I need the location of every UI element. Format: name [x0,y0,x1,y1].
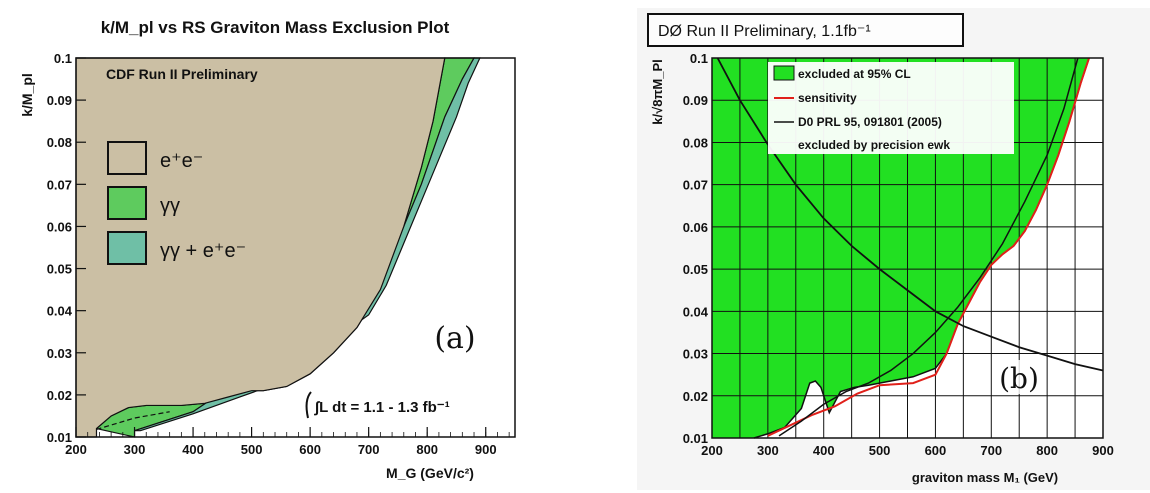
panel-b: DØ Run II Preliminary, 1.1fb⁻¹ k/√8πM_Pl… [637,8,1150,490]
y-tick-label: 0.04 [47,304,73,319]
panel-a: k/M_pl vs RS Graviton Mass Exclusion Plo… [19,18,516,481]
legend-swatch-excluded [773,65,795,81]
x-tick-label: 400 [813,443,835,458]
y-tick-label: 0.06 [47,219,72,234]
d0prl-line [778,57,1079,437]
y-tick-label: 0.04 [683,304,709,319]
x-tick-label: 400 [182,442,204,457]
x-tick-label: 600 [925,443,947,458]
y-tick-label: 0.08 [683,135,708,150]
y-tick-label: 0.03 [683,347,708,362]
panel-b-title-box [647,13,964,47]
panel-b-panel-label: (b) [999,362,1039,395]
legend-swatch-combined [107,231,147,265]
x-tick-label: 800 [1036,443,1058,458]
plot-frame [711,57,1104,439]
band-ee [75,57,446,438]
x-tick-label: 500 [869,443,891,458]
x-tick-label: 700 [358,442,380,457]
panel-a-plot-area [75,57,516,438]
x-tick-label: 700 [980,443,1002,458]
y-tick-label: 0.05 [683,262,708,277]
y-tick-label: 0.06 [683,220,708,235]
y-tick-label: 0.07 [47,177,72,192]
y-tick-label: 0.01 [47,430,72,445]
legend-swatch-gg [107,186,147,220]
x-tick-label: 900 [475,442,497,457]
panel-b-label-bg [993,360,1045,394]
y-tick-label: 0.07 [683,178,708,193]
y-tick-label: 0.01 [683,431,708,446]
panel-a-experiment-label: CDF Run II Preliminary [106,66,258,82]
panel-a-luminosity: ∫L dt = 1.1 - 1.3 fb⁻¹ [314,399,450,416]
y-tick-label: 0.09 [683,93,708,108]
panel-b-title: DØ Run II Preliminary, 1.1fb⁻¹ [658,23,871,40]
plot-frame [75,57,516,438]
panel-a-xlabel: M_G (GeV/c²) [386,465,474,481]
panel-b-xlabel: graviton mass M₁ (GeV) [912,470,1058,485]
panel-a-panel-label: (a) [434,321,475,356]
y-tick-label: 0.02 [47,388,72,403]
panel-a-ylabel: k/M_pl [19,73,35,117]
x-tick-label: 300 [757,443,779,458]
legend-label-gg: γγ [160,195,180,217]
x-tick-label: 900 [1092,443,1114,458]
legend-box [768,62,1014,154]
legend-swatch-ee [107,141,147,175]
y-tick-label: 0.05 [47,262,72,277]
panel-a-title: k/M_pl vs RS Graviton Mass Exclusion Plo… [101,18,450,37]
y-tick-label: 0.1 [690,51,708,66]
legend-label-d0prl: D0 PRL 95, 091801 (2005) [798,115,942,129]
legend-label-excluded: excluded at 95% CL [798,67,911,81]
legend-label-combined: γγ + e⁺e⁻ [160,240,246,262]
x-tick-label: 200 [65,442,87,457]
panel-b-legend: excluded at 95% CL sensitivity D0 PRL 95… [768,62,1014,154]
y-tick-label: 0.08 [47,135,72,150]
x-tick-label: 200 [701,443,723,458]
y-tick-label: 0.02 [683,389,708,404]
legend-label-sensitivity: sensitivity [798,91,857,105]
sensitivity-line [767,57,1090,437]
legend-label-ewk: excluded by precision ewk [798,138,950,152]
x-tick-label: 800 [416,442,438,457]
x-tick-label: 300 [124,442,146,457]
panel-b-ticks: 200 300 400 500 600 700 800 900 0.01 0.02 0.03 0.04… [683,51,1114,458]
panel-a-legend: e⁺e⁻ γγ γγ + e⁺e⁻ [107,141,246,265]
panel-b-ylabel: k/√8πM_Pl [650,59,665,125]
ewk-line [716,57,1104,372]
y-tick-label: 0.1 [54,51,72,66]
y-tick-label: 0.09 [47,93,72,108]
x-tick-label: 600 [299,442,321,457]
x-tick-label: 500 [241,442,263,457]
legend-label-ee: e⁺e⁻ [160,150,203,172]
integral-sign [305,391,312,419]
panel-a-ticks: 200 300 400 500 600 700 800 900 0.01 0.02 0.03 0.04… [47,51,510,457]
y-tick-label: 0.03 [47,346,72,361]
